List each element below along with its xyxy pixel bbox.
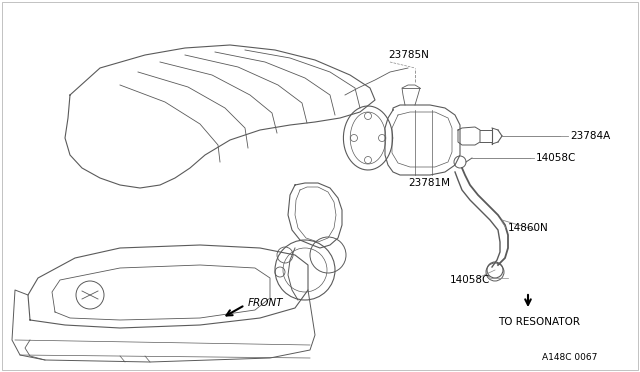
Text: 14058C: 14058C — [450, 275, 490, 285]
Text: A148C 0067: A148C 0067 — [542, 353, 597, 362]
Text: 14058C: 14058C — [536, 153, 577, 163]
Text: FRONT: FRONT — [248, 298, 284, 308]
Text: 23785N: 23785N — [388, 50, 429, 60]
Text: TO RESONATOR: TO RESONATOR — [498, 317, 580, 327]
Text: 23781M: 23781M — [408, 178, 450, 188]
Text: 14860N: 14860N — [508, 223, 548, 233]
Text: 23784A: 23784A — [570, 131, 611, 141]
